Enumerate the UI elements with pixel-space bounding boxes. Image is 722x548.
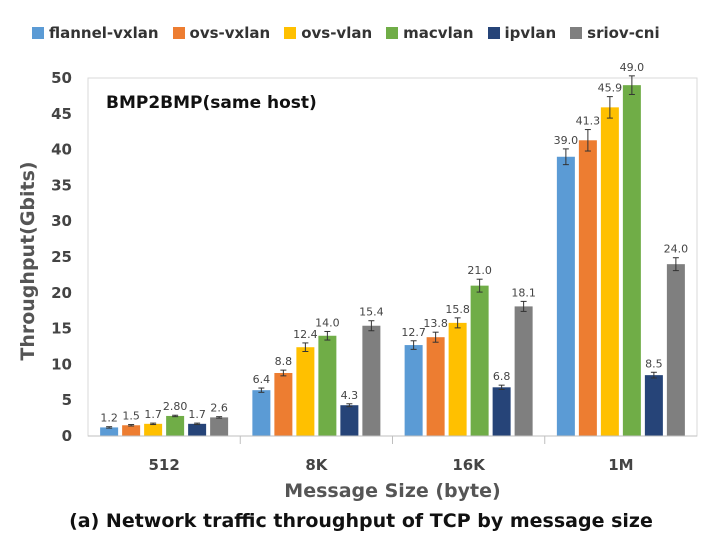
bar-sriov-cni-1M [666,264,685,436]
y-tick-label: 45 [51,105,72,123]
x-tick-label: 16K [452,456,486,474]
bar-macvlan-1M [622,85,641,436]
y-tick-label: 15 [51,320,72,338]
bar-ovs-vlan-1M [600,107,619,436]
legend-label: flannel-vxlan [49,24,159,42]
legend-label: macvlan [403,24,474,42]
bar-ovs-vxlan-1M [578,140,597,437]
data-label: 41.3 [576,115,601,128]
legend-item-flannel-vxlan: flannel-vxlan [32,24,159,42]
y-tick-label: 5 [62,391,72,409]
bar-macvlan-512 [166,415,185,436]
y-tick-label: 10 [51,355,72,373]
bar-ipvlan-1M [644,375,663,436]
data-label: 1.5 [122,410,140,423]
bar-flannel-vxlan-8K [252,390,271,436]
x-tick-label: 512 [148,456,179,474]
data-label: 2.6 [210,402,228,415]
data-label: 18.1 [511,286,536,299]
bar-ovs-vxlan-8K [274,372,293,436]
y-tick-label: 50 [51,69,72,87]
data-label: 6.8 [493,370,511,383]
bar-sriov-cni-8K [362,325,381,436]
y-tick-label: 20 [51,284,72,302]
legend-swatch [32,27,44,39]
legend-item-sriov-cni: sriov-cni [570,24,660,42]
data-label: 1.7 [188,408,206,421]
bar-flannel-vxlan-16K [404,345,423,436]
data-label: 15.4 [359,306,384,319]
legend-swatch [386,27,399,39]
figure-caption: (a) Network traffic throughput of TCP by… [69,510,653,532]
chart-title: BMP2BMP(same host) [106,93,317,113]
y-axis-label: Throughput(Gbits) [17,161,39,360]
data-label: 2.80 [163,400,188,413]
legend-label: ovs-vxlan [189,24,271,42]
data-label: 1.7 [144,408,162,421]
data-label: 39.0 [554,134,579,147]
data-label: 6.4 [253,373,271,386]
chart-legend: flannel-vxlan ovs-vxlan ovs-vlan macvlan ipv… [32,24,722,42]
legend-swatch [284,27,297,39]
data-label: 8.8 [275,355,293,368]
data-label: 1.2 [100,412,118,425]
bar-ovs-vxlan-16K [426,337,445,436]
data-label: 14.0 [315,316,340,329]
data-label: 15.8 [445,303,470,316]
y-tick-label: 40 [51,141,72,159]
y-tick-label: 30 [51,212,72,230]
data-label: 49.0 [620,61,645,74]
data-label: 24.0 [664,243,689,256]
legend-item-ovs-vxlan: ovs-vxlan [172,24,271,42]
legend-item-ovs-vlan: ovs-vlan [284,24,372,42]
bar-ovs-vlan-16K [448,322,467,436]
legend-swatch [487,27,500,39]
bar-macvlan-16K [470,285,489,436]
bar-ipvlan-16K [492,387,511,436]
bar-ovs-vlan-8K [296,347,315,436]
y-tick-label: 25 [51,248,72,266]
data-label: 8.5 [645,357,663,370]
bar-sriov-cni-16K [514,306,533,436]
legend-swatch [570,27,583,39]
bar-ipvlan-8K [340,405,359,436]
data-label: 12.4 [293,328,318,341]
bar-ipvlan-512 [188,423,207,436]
legend-item-ipvlan: ipvlan [487,24,557,42]
legend-item-macvlan: macvlan [386,24,474,42]
bar-ovs-vlan-512 [144,423,163,436]
y-tick-label: 0 [62,427,72,445]
bar-flannel-vxlan-512 [100,427,119,436]
x-axis-label: Message Size (byte) [284,480,500,502]
legend-label: ipvlan [504,24,557,42]
bar-sriov-cni-512 [210,417,229,436]
legend-label: sriov-cni [587,24,660,42]
data-label: 4.3 [341,389,359,402]
data-label: 45.9 [598,82,623,95]
data-label: 12.7 [401,326,426,339]
data-label: 21.0 [467,264,492,277]
bar-flannel-vxlan-1M [556,156,575,436]
legend-label: ovs-vlan [301,24,373,42]
bar-ovs-vxlan-512 [122,425,141,436]
data-label: 13.8 [423,317,448,330]
chart: 0 5 10 15 20 25 30 35 40 45 50 Throughput(Gbits) BMP… [17,61,698,502]
x-tick-label: 8K [305,456,328,474]
legend-swatch [172,27,185,39]
bar-macvlan-8K [318,335,337,436]
y-tick-label: 35 [51,176,72,194]
x-tick-label: 1M [608,456,633,474]
